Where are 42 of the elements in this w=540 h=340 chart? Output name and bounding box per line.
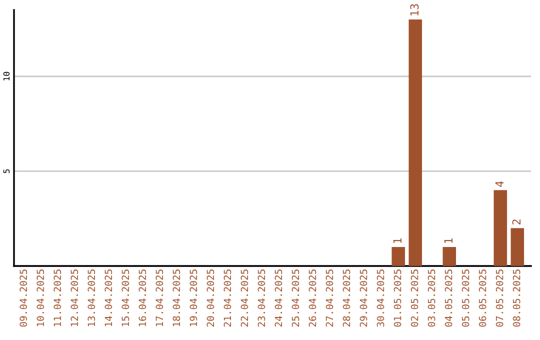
x-tick-label: 24.04.2025 (274, 270, 282, 327)
x-tick-label: 27.04.2025 (326, 270, 334, 327)
data-label: 1 (393, 238, 402, 243)
x-tick-label: 16.04.2025 (138, 270, 146, 326)
bar (392, 247, 405, 266)
x-tick-label: 30.04.2025 (376, 270, 384, 327)
x-tick-label: 21.04.2025 (224, 270, 232, 327)
bar (510, 228, 524, 266)
x-tick-label: 23.04.2025 (258, 270, 266, 327)
x-tick-label: 17.04.2025 (156, 270, 164, 326)
x-tick-label: 10.04.2025 (36, 270, 44, 326)
y-tick-label: 10 (3, 72, 10, 80)
x-tick-label: 06.05.2025 (478, 270, 486, 327)
x-tick-label: 15.04.2025 (122, 270, 130, 326)
x-tick-label: 05.05.2025 (462, 270, 470, 327)
bar (442, 247, 456, 266)
x-tick-label: 28.04.2025 (342, 270, 350, 327)
x-tick-label: 18.04.2025 (172, 270, 180, 326)
x-tick-label: 01.05.2025 (394, 270, 402, 327)
x-tick-label: 19.04.2025 (190, 270, 198, 326)
x-tick-label: 04.05.2025 (444, 270, 452, 327)
y-tick-label: 5 (3, 169, 10, 174)
x-tick-label: 12.04.2025 (70, 270, 78, 326)
x-tick-label: 13.04.2025 (88, 270, 96, 326)
x-tick-label: 20.04.2025 (206, 270, 214, 327)
data-label: 2 (512, 220, 520, 224)
data-label: 13 (410, 4, 419, 16)
x-tick-label: 07.05.2025 (496, 270, 504, 327)
data-label: 1 (444, 238, 452, 243)
x-tick-label: 09.04.2025 (20, 270, 28, 327)
x-tick-label: 11.04.2025 (54, 270, 62, 326)
x-tick-label: 26.04.2025 (308, 270, 316, 327)
x-tick-label: 02.05.2025 (410, 270, 418, 327)
x-tick-label: 25.04.2025 (292, 270, 300, 327)
x-tick-label: 08.05.2025 (512, 270, 520, 327)
data-label: 4 (495, 181, 504, 187)
x-tick-label: 03.05.2025 (428, 270, 436, 327)
x-tick-label: 14.04.2025 (104, 270, 112, 326)
x-tick-label: 29.04.2025 (360, 270, 368, 327)
bar (494, 190, 508, 266)
x-tick-label: 22.04.2025 (240, 270, 248, 327)
bar (408, 19, 422, 266)
